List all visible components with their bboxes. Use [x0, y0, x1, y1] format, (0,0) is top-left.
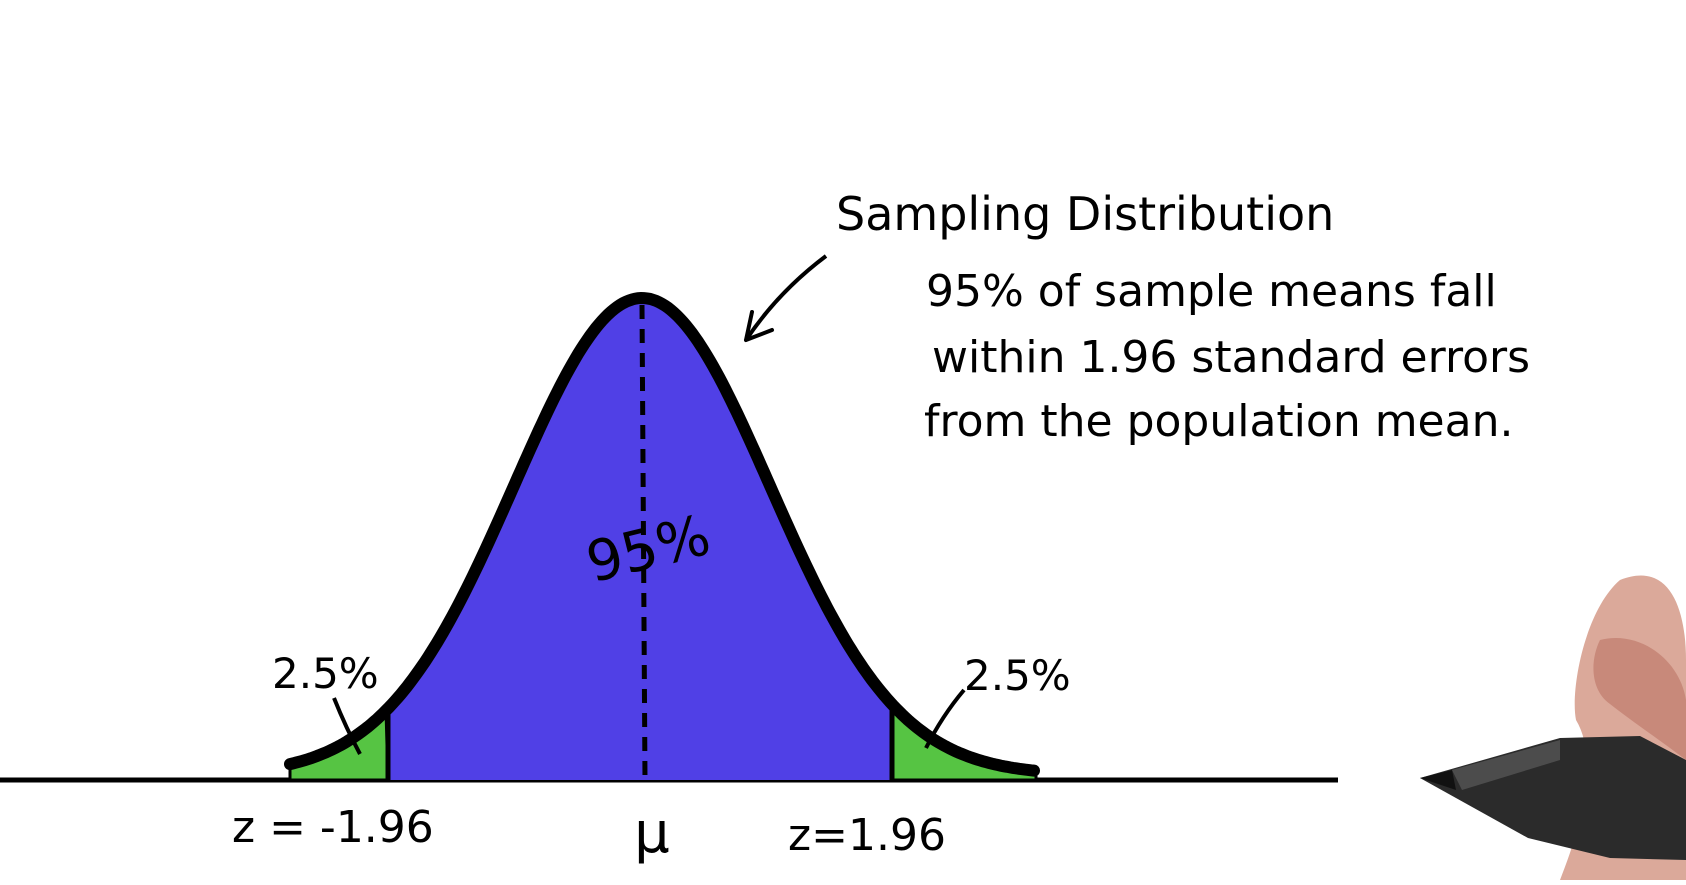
- right-tail-percent-label: 2.5%: [964, 651, 1071, 700]
- center-region: [388, 298, 892, 780]
- title-arrowhead: [744, 310, 774, 342]
- left-tail-pointer: [332, 697, 362, 755]
- mean-symbol-label: μ: [634, 801, 670, 866]
- diagram-title: Sampling Distribution: [836, 187, 1334, 241]
- description-line-2: within 1.96 standard errors: [932, 332, 1530, 383]
- title-arrow: [744, 254, 828, 342]
- right-z-label: z=1.96: [788, 810, 946, 861]
- bell-curve-outline: [284, 291, 1040, 777]
- description-line-1: 95% of sample means fall: [926, 266, 1497, 317]
- description-line-3: from the population mean.: [924, 396, 1513, 447]
- right-tail-pointer: [924, 688, 966, 749]
- pen-hand-image: [1420, 575, 1686, 880]
- left-z-label: z = -1.96: [232, 802, 434, 853]
- left-tail-percent-label: 2.5%: [272, 649, 379, 698]
- mean-dashed-line: [639, 304, 648, 781]
